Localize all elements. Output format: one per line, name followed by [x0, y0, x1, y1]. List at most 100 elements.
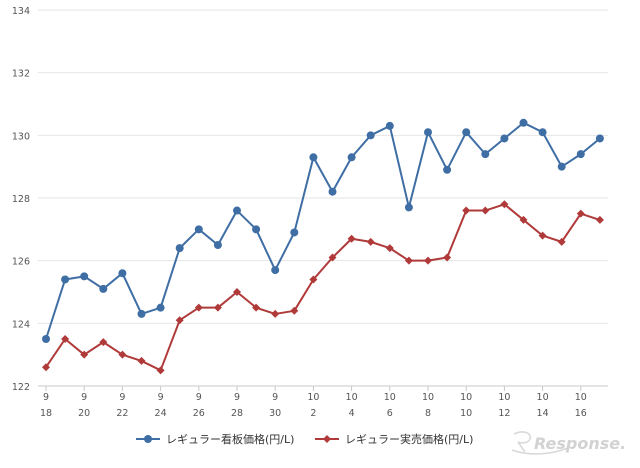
x-tick-label-month: 9 [119, 392, 125, 403]
data-point [519, 118, 528, 127]
data-point [252, 303, 261, 312]
data-point [424, 128, 432, 137]
series-line [45, 203, 601, 372]
data-point [538, 231, 547, 240]
x-tick-label-month: 10 [537, 392, 549, 403]
data-point [213, 303, 222, 312]
data-point [500, 134, 509, 143]
data-point [576, 150, 585, 159]
x-tick-label-day: 6 [387, 408, 393, 419]
x-tick-label-day: 18 [40, 408, 52, 419]
data-point [194, 303, 203, 312]
y-axis: 122 124 126 128 130 132 134 [12, 6, 30, 393]
x-tick-label-month: 10 [384, 392, 396, 403]
data-point [385, 121, 394, 130]
grid-lines [38, 9, 608, 387]
series-1 [42, 118, 604, 343]
x-tick-label-month: 9 [158, 392, 164, 403]
data-point [99, 338, 108, 347]
legend-swatch-marker [323, 435, 331, 443]
data-point [557, 162, 566, 171]
data-point [156, 366, 165, 375]
x-tick-label-day: 12 [498, 408, 510, 419]
data-point [194, 225, 203, 234]
data-point [118, 269, 127, 278]
data-point [404, 256, 413, 265]
x-tick-label-day: 22 [116, 408, 128, 419]
x-tick-label-month: 10 [498, 392, 510, 403]
legend-swatch-marker [144, 435, 152, 443]
y-tick-label: 134 [12, 6, 30, 17]
x-tick-label-month: 10 [575, 392, 587, 403]
x-tick-label-day: 24 [155, 408, 167, 419]
legend-label: レギュラー看板価格(円/L) [166, 432, 294, 446]
data-point [385, 244, 394, 253]
data-point [252, 225, 261, 234]
x-tick-label-month: 9 [234, 392, 240, 403]
data-point [42, 363, 50, 372]
data-point [213, 241, 222, 249]
x-tick-label-month: 10 [422, 392, 434, 403]
y-tick-label: 132 [12, 69, 30, 80]
data-point [347, 153, 356, 162]
y-tick-label: 122 [12, 382, 30, 393]
x-tick-label-month: 9 [272, 392, 278, 403]
x-tick-label-month: 10 [346, 392, 358, 403]
data-point [462, 128, 471, 137]
data-point [175, 244, 184, 253]
data-point [366, 131, 375, 140]
series-2 [42, 200, 604, 375]
data-point [290, 228, 299, 237]
y-tick-label: 130 [12, 131, 30, 142]
x-tick-label-month: 9 [196, 392, 202, 403]
x-tick-label-day: 2 [310, 408, 316, 419]
data-point [156, 303, 165, 312]
data-point [99, 284, 108, 293]
data-point [481, 150, 490, 159]
data-point [271, 309, 280, 318]
data-point [137, 356, 146, 365]
data-point [233, 206, 241, 215]
legend-item-2: レギュラー実売価格(円/L) [315, 432, 473, 446]
data-point [309, 153, 318, 162]
data-point [462, 206, 471, 215]
data-point [290, 306, 299, 315]
y-tick-label: 128 [12, 194, 30, 205]
x-tick-label-month: 10 [460, 392, 472, 403]
x-tick-label-day: 26 [193, 408, 205, 419]
data-point [61, 335, 70, 343]
legend-label: レギュラー実売価格(円/L) [345, 432, 473, 446]
x-tick-label-month: 9 [43, 392, 49, 403]
data-point [328, 187, 337, 196]
data-point [595, 134, 604, 143]
data-point [576, 209, 585, 218]
data-point [538, 128, 547, 137]
series-line [45, 121, 601, 340]
x-tick-label-day: 4 [349, 408, 355, 419]
response-watermark-logo: Response. [511, 431, 626, 455]
x-axis: 9 18 9 20 9 22 9 24 9 26 9 28 9 30 10 2 10 4 10 6 10 8 10 10 10 1… [40, 386, 587, 419]
x-tick-label-month: 9 [81, 392, 87, 403]
data-point [595, 215, 604, 224]
svg-text:Response.: Response. [534, 434, 626, 453]
x-tick-label-day: 28 [231, 408, 243, 419]
data-point [118, 350, 127, 359]
data-point [233, 288, 241, 296]
series-plot-area [42, 118, 604, 375]
legend: レギュラー看板価格(円/L) レギュラー実売価格(円/L) [136, 432, 473, 446]
x-tick-label-day: 8 [425, 408, 431, 419]
data-point [80, 350, 89, 359]
data-point [42, 335, 50, 343]
data-point [347, 234, 356, 243]
y-tick-label: 126 [12, 257, 30, 268]
data-point [137, 309, 146, 318]
data-point [309, 275, 318, 284]
data-point [424, 256, 432, 265]
data-point [80, 272, 89, 281]
x-tick-label-day: 16 [575, 408, 587, 419]
data-point [481, 206, 490, 215]
x-tick-label-day: 30 [269, 408, 281, 419]
x-tick-label-day: 10 [460, 408, 472, 419]
x-tick-label-month: 10 [307, 392, 319, 403]
